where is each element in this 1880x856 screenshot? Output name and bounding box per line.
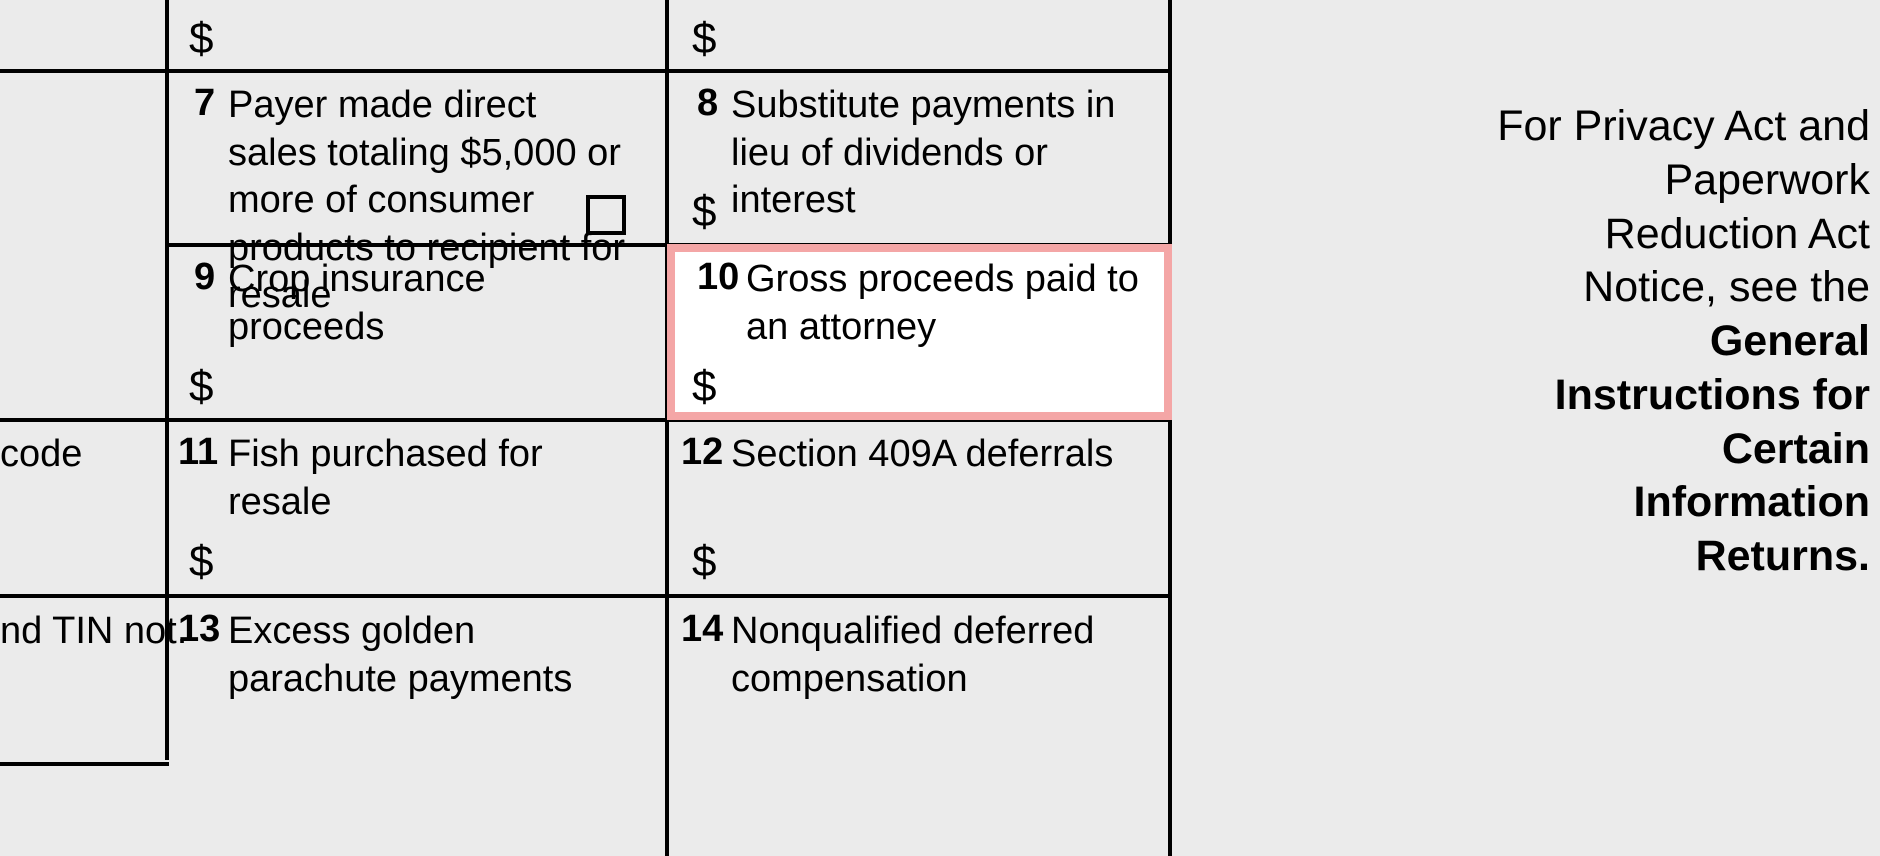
box7-checkbox[interactable] (586, 195, 626, 235)
box9-dollar: $ (189, 362, 213, 412)
box14-num: 14 (681, 608, 723, 651)
box13-label: Excess golden parachute payments (228, 608, 648, 703)
box-top-right-dollar: $ (692, 14, 716, 64)
box10-num: 10 (697, 256, 739, 299)
box11-num: 11 (178, 431, 218, 474)
box10-dollar: $ (692, 362, 716, 412)
box9-num: 9 (194, 256, 215, 299)
left-frag-code: code (0, 431, 82, 479)
hline-1 (0, 69, 1172, 73)
box10-label: Gross proceeds paid to an attorney (746, 256, 1146, 351)
vline-mid (665, 0, 669, 856)
box8-dollar: $ (692, 187, 716, 237)
box8-label: Substitute payments in lieu of dividends… (731, 82, 1151, 225)
box8-num: 8 (697, 82, 718, 125)
box12-label: Section 409A deferrals (731, 431, 1151, 479)
box12-num: 12 (681, 431, 723, 474)
notice-plain: For Privacy Act and Paperwork Reduction … (1497, 102, 1870, 311)
box-top-left-dollar: $ (189, 14, 213, 64)
hline-5-left (0, 762, 169, 766)
box7-num: 7 (194, 82, 215, 125)
box11-label: Fish purchased for resale (228, 431, 648, 526)
notice-bold: General Instructions for Certain Informa… (1555, 317, 1870, 580)
box9-label: Crop insurance proceeds (228, 256, 648, 351)
hline-4 (0, 594, 1172, 598)
left-frag-tin: nd TIN not. (0, 608, 187, 656)
privacy-notice: For Privacy Act and Paperwork Reduction … (1490, 100, 1870, 584)
box14-label: Nonqualified deferred compensation (731, 608, 1151, 703)
box11-dollar: $ (189, 537, 213, 587)
vline-right (1168, 0, 1172, 856)
form-grid: $ $ 7 Payer made direct sales totaling $… (0, 0, 1880, 856)
box12-dollar: $ (692, 537, 716, 587)
